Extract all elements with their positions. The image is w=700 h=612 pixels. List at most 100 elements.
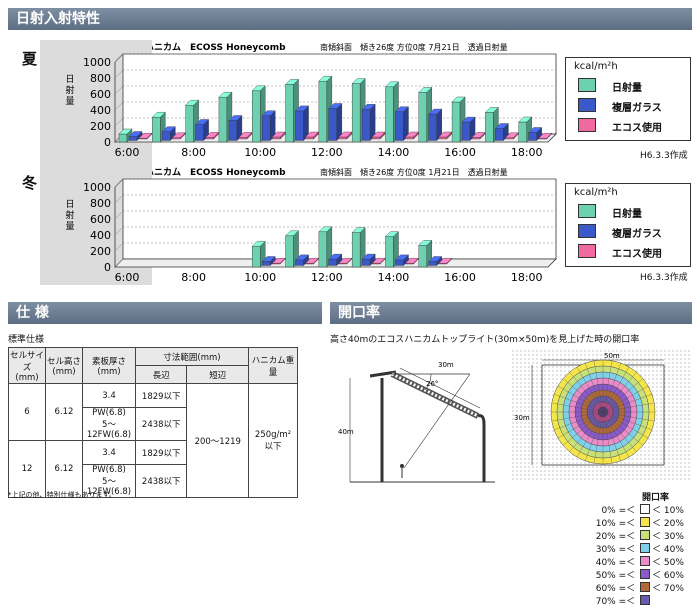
spec-table: セルサイズ (mm) セル高さ (mm) 素板厚さ (mm) 寸法範囲(mm) …: [8, 347, 298, 498]
bar-double-glass: [428, 256, 443, 266]
ring-spoke: [576, 411, 604, 458]
ring-spoke: [602, 411, 643, 446]
bar-top: [271, 257, 286, 264]
y-tick-label: 1000: [83, 181, 111, 194]
bar-top: [185, 100, 200, 106]
bar-top: [161, 126, 176, 132]
spec-section-header: 仕 様: [8, 302, 322, 324]
bar-front: [205, 137, 214, 140]
long-side: 1829以下: [134, 383, 188, 408]
bar-front: [485, 112, 494, 143]
ring-spoke: [569, 372, 604, 413]
bar-front: [361, 258, 371, 266]
bar-top: [171, 132, 186, 139]
opening-legend-swatch: [640, 556, 650, 566]
grid-side: [114, 85, 124, 95]
x-tick-label: 12:00: [311, 271, 343, 284]
bar-front: [351, 83, 361, 143]
ring-spoke: [563, 411, 604, 446]
legend-label: 複層ガラス: [612, 103, 662, 114]
cell-size: 12: [8, 440, 46, 498]
ecoss-swatch: [578, 244, 596, 258]
dim-30m-plan: 30m: [514, 414, 530, 422]
bar-top: [205, 132, 220, 138]
bar-top: [318, 76, 333, 82]
bar-top: [305, 257, 320, 264]
bar-top: [384, 81, 399, 87]
x-tick-label: 8:00: [181, 146, 206, 159]
bar-ecoss: [371, 131, 386, 140]
bar-top: [251, 85, 266, 91]
y-tick-label: 0: [104, 136, 111, 149]
bar-double-glass: [361, 103, 376, 141]
bar-double-glass: [161, 126, 176, 141]
bar-top: [504, 132, 519, 139]
opening-caption: 高さ40mのエコスハニカムトップライト(30m×50m)を見上げた時の開口率: [330, 335, 640, 345]
summer-legend: kcal/m²h 日射量 複層ガラス エコス使用: [565, 57, 691, 141]
winter-chart: エコスハニカム ECOSS Honeycomb 南傾斜面 傾き26度 方位0度 1…: [40, 165, 557, 285]
opening-legend-swatch: [640, 530, 650, 540]
bar-ecoss: [438, 257, 453, 265]
bar-top: [328, 103, 343, 109]
bar-top: [371, 257, 386, 264]
bar-top: [261, 256, 276, 262]
ring-spoke: [554, 411, 604, 430]
bar-double-glass: [394, 106, 409, 141]
thickness: PW(6.8) 5～12FW(6.8): [82, 464, 136, 498]
y-axis-label: 量: [65, 96, 74, 107]
ring-spoke: [602, 411, 621, 461]
bar-top: [404, 257, 419, 264]
ring-spoke: [585, 411, 604, 461]
bar-top: [228, 115, 243, 121]
opening-legend-text: ＜ 70%: [652, 584, 684, 594]
grid-side: [114, 117, 124, 127]
bar-front: [461, 121, 471, 141]
bar-front: [162, 131, 171, 141]
ring-spoke: [551, 411, 604, 422]
bar-front: [238, 137, 248, 140]
bar-top: [285, 230, 300, 237]
bar-ecoss: [471, 131, 486, 140]
spec-note: *上記の他、特別仕様もあります。: [8, 491, 116, 499]
bar-top: [471, 132, 486, 138]
y-axis-label: 日: [65, 199, 74, 210]
th-weight: ハニカム重量: [248, 347, 298, 384]
bar-double-glass: [428, 108, 443, 141]
bar-front: [318, 81, 328, 143]
grid-side: [114, 258, 124, 268]
bar-front: [451, 101, 461, 143]
opening-legend-text: 10% =＜: [595, 519, 638, 529]
bar-ecoss: [404, 257, 419, 265]
ring-spoke: [569, 411, 604, 452]
x-tick-label: 14:00: [378, 146, 410, 159]
bar-ecoss: [538, 132, 553, 140]
radiation-swatch: [578, 78, 596, 92]
bar-ecoss: [504, 132, 519, 140]
chart-conditions: 南傾斜面 傾き26度 方位0度 7月21日 透過日射量: [320, 42, 508, 52]
bar-top: [295, 254, 310, 261]
ring-spoke: [563, 378, 604, 413]
th-dims: 寸法範囲(mm): [135, 347, 249, 366]
ring-spoke: [602, 360, 613, 413]
x-tick-label: 18:00: [511, 271, 543, 284]
toplight-diagram: 30m 40m 26°: [338, 361, 495, 483]
winter-label: 冬: [22, 174, 38, 192]
opening-legend-row: 70% =＜: [596, 595, 690, 607]
bar-ecoss: [305, 257, 320, 265]
bar-ecoss: [438, 131, 453, 140]
x-tick-label: 18:00: [511, 146, 543, 159]
summer-chart: エコスハニカム ECOSS Honeycomb 南傾斜面 傾き26度 方位0度 7…: [40, 40, 557, 165]
bar-front: [438, 136, 447, 140]
opening-legend-text: 50% =＜: [595, 571, 638, 581]
opening-legend: 開口率 0% =＜ ＜ 10% 10% =＜ ＜ 20% 20% =＜ ＜ 30% 3…: [590, 490, 690, 608]
bar-front: [295, 259, 304, 266]
opening-legend-row: 0% =＜ ＜ 10%: [601, 504, 690, 516]
opening-legend-text: 60% =＜: [595, 584, 638, 594]
bar-front: [185, 104, 194, 143]
ring-spoke: [551, 402, 604, 413]
bar-top: [538, 132, 553, 139]
opening-legend-row: 50% =＜ ＜ 60%: [595, 569, 690, 581]
th-thickness: 素板厚さ (mm): [82, 347, 136, 384]
bar-front: [195, 124, 204, 141]
bar-front: [428, 113, 437, 141]
